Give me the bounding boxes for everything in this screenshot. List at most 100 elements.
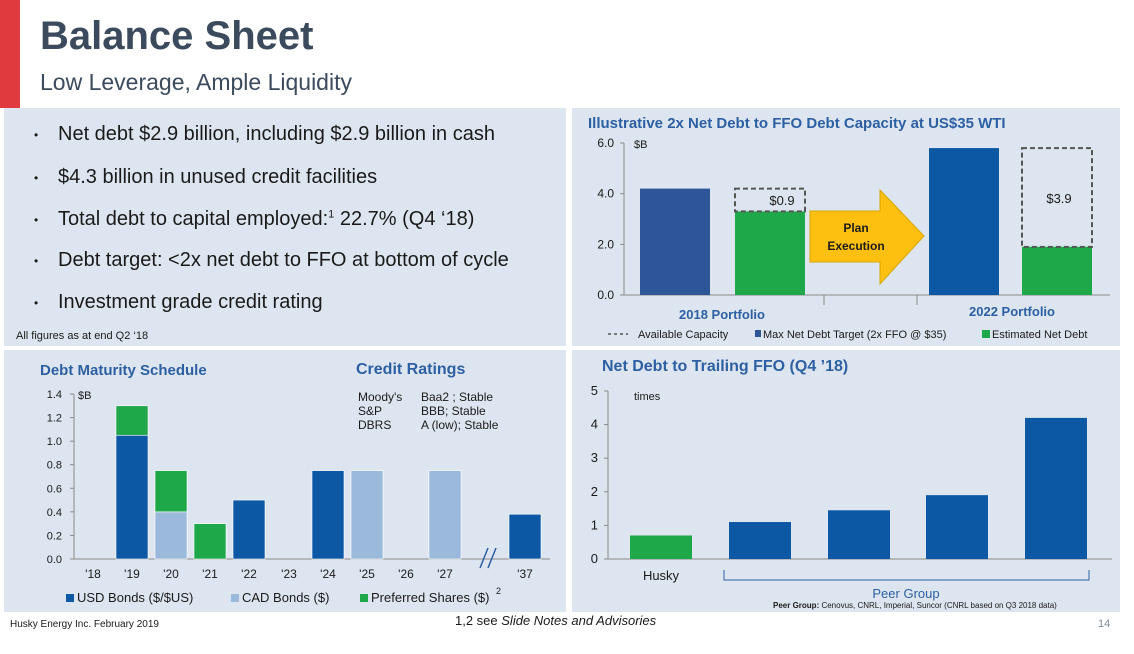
husky-label: Husky [643, 568, 680, 583]
execution-label: Execution [827, 239, 884, 253]
plan-arrow [809, 188, 925, 286]
maturity-x-tick: '25 [359, 567, 375, 581]
page-number: 14 [1098, 618, 1111, 630]
peer-bar [729, 522, 791, 559]
legend-pref: Preferred Shares ($) [371, 590, 490, 605]
panel-debt-maturity [4, 350, 566, 612]
maturity-y-tick: 0.8 [47, 460, 62, 472]
footer-company: Husky Energy Inc. February 2019 [10, 619, 159, 630]
capacity-unit: $B [634, 139, 647, 151]
legend-estimated-swatch [982, 330, 990, 338]
peer-bar [1025, 417, 1087, 559]
trailing-unit: times [634, 391, 661, 403]
rating-value-moodys: Baa2 ; Stable [421, 390, 494, 404]
ratings-title: Credit Ratings [356, 361, 466, 378]
axis-break-mark-1 [479, 547, 489, 569]
capacity-y-tick: 2.0 [597, 237, 614, 251]
trailing-y-tick: 1 [591, 517, 598, 532]
available-2018-label: $0.9 [769, 193, 794, 208]
rating-value-dbrs: A (low); Stable [421, 418, 499, 432]
page-title: Balance Sheet [40, 14, 314, 58]
capacity-y-tick: 4.0 [597, 187, 614, 201]
maturity-chart-title: Debt Maturity Schedule [40, 362, 207, 379]
legend-pref-swatch [360, 594, 368, 602]
maturity-x-tick: '20 [163, 567, 179, 581]
plan-label: Plan [843, 221, 868, 235]
maturity-y-tick: 0.0 [47, 554, 62, 566]
maturity-x-tick: '37 [517, 567, 533, 581]
maturity-bar [115, 434, 149, 560]
group-2022-label: 2022 Portfolio [969, 304, 1055, 319]
trailing-y-tick: 0 [591, 551, 598, 566]
legend-max-swatch [755, 330, 761, 337]
trailing-chart: 0 1 2 3 4 5 times Husky Peer Group [591, 383, 1112, 601]
maturity-unit: $B [78, 390, 91, 402]
bullet-credit-rating: • Investment grade credit rating [34, 291, 323, 313]
bullet-debt-to-capital: • Total debt to capital employed:1 22.7% … [34, 208, 475, 230]
maturity-y-tick: 1.0 [47, 436, 62, 448]
bullet-credit-facilities: • $4.3 billion in unused credit facilitie… [34, 166, 378, 188]
bullet-debt-target: • Debt target: <2x net debt to FFO at bot… [34, 249, 509, 271]
maturity-x-tick: '27 [437, 567, 453, 581]
maturity-bar [193, 523, 227, 560]
capacity-y-tick: 0.0 [597, 288, 614, 302]
legend-usd-swatch [66, 594, 74, 602]
bar-2022-available [1021, 147, 1093, 248]
legend-max: Max Net Debt Target (2x FFO @ $35) [763, 329, 946, 341]
trailing-y-tick: 5 [591, 383, 598, 398]
maturity-x-tick: '26 [398, 567, 414, 581]
maturity-y-tick: 0.2 [47, 530, 62, 542]
maturity-x-tick: '19 [124, 567, 140, 581]
legend-cad: CAD Bonds ($) [242, 590, 329, 605]
maturity-y-tick: 0.4 [47, 507, 62, 519]
group-2018-label: 2018 Portfolio [679, 307, 765, 322]
maturity-bar [232, 499, 266, 560]
maturity-x-tick: '22 [241, 567, 257, 581]
legend-pref-sup: 2 [496, 586, 501, 596]
figures-note: All figures as at end Q2 ‘18 [16, 330, 149, 342]
rating-agency-sp: S&P [358, 404, 383, 418]
maturity-bar [428, 470, 462, 560]
maturity-bar [154, 511, 188, 560]
maturity-bar [508, 513, 542, 560]
page-subtitle: Low Leverage, Ample Liquidity [40, 69, 352, 95]
maturity-y-tick: 0.6 [47, 483, 62, 495]
maturity-y-tick: 1.4 [47, 389, 62, 401]
peer-group-label: Peer Group [872, 586, 939, 601]
bar-2018-estimated [735, 211, 805, 295]
rating-agency-dbrs: DBRS [358, 418, 392, 432]
maturity-bar [115, 405, 149, 436]
maturity-x-tick: '23 [281, 567, 297, 581]
capacity-chart: 0.0 2.0 4.0 6.0 $B $0.9 $3.9 Plan Execution… [597, 136, 1110, 341]
axis-break-mark-2 [487, 547, 497, 569]
trailing-y-tick: 3 [591, 450, 598, 465]
capacity-y-tick: 6.0 [597, 136, 614, 150]
footer-notes: 1,2 see Slide Notes and Advisories [455, 613, 657, 628]
peer-bar [828, 510, 890, 559]
husky-bar [630, 535, 692, 559]
maturity-bar [311, 470, 345, 560]
maturity-bar [154, 470, 188, 513]
bar-2022-estimated [1022, 246, 1092, 295]
maturity-x-tick: '24 [320, 567, 336, 581]
legend-cad-swatch [231, 594, 239, 602]
available-2022-label: $3.9 [1046, 191, 1071, 206]
maturity-bar [350, 470, 384, 560]
rating-agency-moodys: Moody's [358, 390, 403, 404]
peer-bar [926, 495, 988, 559]
bar-2018-max-target [640, 188, 710, 295]
legend-available: Available Capacity [638, 329, 729, 341]
trailing-y-tick: 4 [591, 417, 598, 432]
maturity-x-tick: '18 [85, 567, 101, 581]
accent-bar [0, 0, 20, 108]
maturity-chart: 0.0 0.2 0.4 0.6 0.8 1.0 1.2 1.4 $B '18 '19 '20 '21… [47, 389, 550, 605]
bar-2022-max-target [929, 148, 999, 295]
maturity-x-tick: '21 [202, 567, 218, 581]
legend-usd: USD Bonds ($/$US) [77, 590, 193, 605]
bullet-net-debt: • Net debt $2.9 billion, including $2.9 b… [34, 123, 495, 145]
peer-note: Peer Group: Cenovus, CNRL, Imperial, Sun… [773, 601, 1057, 610]
panel-highlights [4, 108, 566, 346]
trailing-chart-title: Net Debt to Trailing FFO (Q4 ’18) [602, 358, 849, 375]
capacity-chart-title: Illustrative 2x Net Debt to FFO Debt Cap… [588, 115, 1006, 132]
rating-value-sp: BBB; Stable [421, 404, 486, 418]
